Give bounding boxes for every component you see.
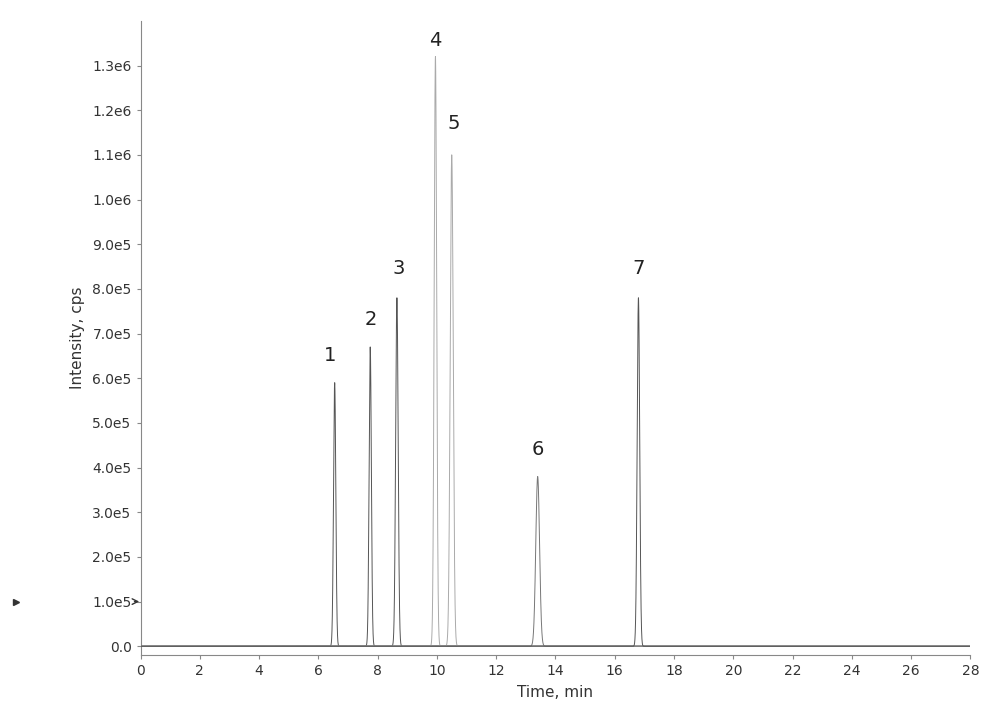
Text: 7: 7: [633, 259, 645, 278]
Text: 2: 2: [364, 310, 377, 329]
Y-axis label: Intensity, cps: Intensity, cps: [70, 287, 85, 389]
Text: 3: 3: [392, 259, 405, 278]
Text: 4: 4: [430, 31, 442, 50]
X-axis label: Time, min: Time, min: [517, 685, 593, 700]
Text: 6: 6: [531, 440, 544, 459]
Text: 1: 1: [324, 346, 337, 365]
Text: 5: 5: [447, 113, 460, 133]
